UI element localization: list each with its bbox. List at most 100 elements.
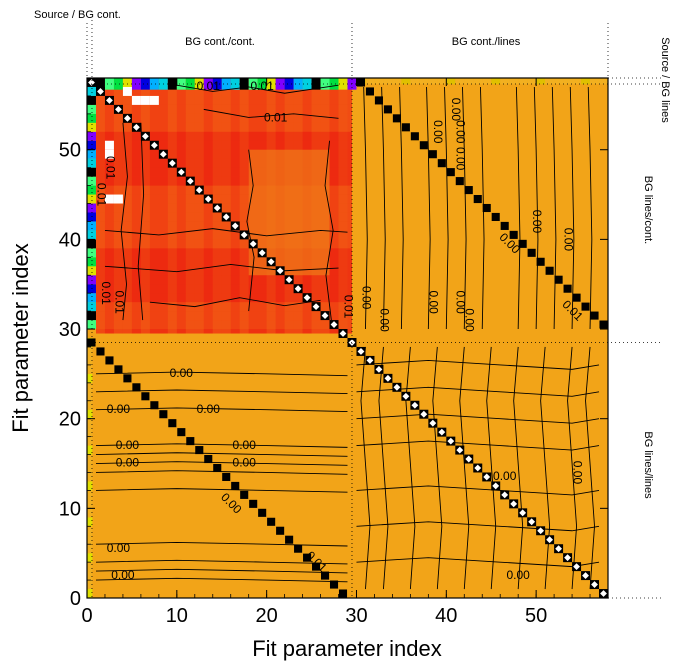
block-row-stripe [95,158,352,168]
x-tick-label: 20 [256,605,278,627]
y-tick-label: 0 [70,588,81,610]
diag-diamond [285,276,293,284]
region-label-bg-lines-lines: BG lines/lines [642,431,654,499]
white-cell [104,149,114,159]
border-cell-top-right [455,78,465,85]
block-row-stripe [95,239,352,249]
contour-label: 0.00 [233,456,257,470]
contour-label: 0.00 [107,402,131,416]
x-tick-label: 10 [166,605,188,627]
border-cell-top-right [599,78,608,85]
contour-v-lower-right [513,346,524,590]
diag-diamond [97,88,104,95]
offdiag-marker-upper-right [518,239,527,248]
diag-diamond [150,141,158,149]
border-cell-left [87,86,96,96]
region-label-bg-cont-cont: BG cont./cont. [185,36,255,48]
border-cell-left [87,122,96,132]
block-stripe [230,78,240,334]
contour-block-vertical-a [246,149,255,312]
offdiag-marker-upper-right [491,212,500,221]
block-stripe [203,78,213,334]
block-row-stripe [95,167,352,177]
border-cell-left-lower [87,472,93,482]
contour-v-lower-right [405,346,416,590]
contour-v-upper-right [381,86,386,330]
offdiag-marker-upper-right [500,221,509,230]
block-row-stripe [95,248,352,258]
border-cell-top [95,78,105,90]
border-cell-left-lower [87,355,93,365]
contour-v-upper-right [587,86,593,330]
border-cell-left-lower [87,364,93,374]
block-row-stripe [95,230,352,240]
offdiag-marker-lower-left [195,446,204,455]
contour-label: 0.00 [506,568,530,582]
offdiag-marker-lower-left [240,490,249,499]
block-row-stripe [95,176,352,186]
border-cell-top-right [473,78,483,85]
block-row-stripe [95,104,352,114]
border-cell-top-right [509,78,519,85]
offdiag-marker-lower-left [249,499,258,508]
offdiag-marker-lower-left [231,481,240,490]
block-row-stripe [95,311,352,321]
contour-label: 0.00 [463,308,477,332]
region-label-bg-lines-cont: BG lines/cont. [642,176,654,244]
contour-label: 0.01 [197,79,221,93]
offdiag-marker-lower-left [276,526,285,535]
diag-diamond [231,222,239,230]
offdiag-marker-lower-left [338,589,348,598]
diag-diamond [141,132,149,140]
border-cell-left-lower [87,463,93,473]
diag-diamond [222,213,230,221]
block-row-stripe [95,275,352,285]
contour-label: 0.00 [570,461,584,485]
contour-h-lower-left [95,559,348,565]
diag-diamond [240,231,248,239]
border-cell-left [87,311,96,321]
offdiag-marker-upper-right [455,177,464,186]
diag-diamond [564,554,571,562]
contour-h-lower-left [95,488,348,493]
diag-diamond [204,195,212,203]
border-cell-left-lower [87,589,93,598]
contour-h-lower-left [95,371,348,377]
border-cell-top-right [446,78,456,85]
x-tick-label: 40 [435,605,457,627]
diag-diamond [582,572,589,579]
diag-diamond [124,114,131,122]
offdiag-marker-upper-right [554,275,563,284]
contour-v-upper-right [462,86,467,330]
contour-h-lower-left [95,470,348,475]
white-cell [113,194,123,204]
contour-v-upper-right [551,86,557,330]
contour-h-lower-right [356,521,600,532]
border-cell-top [167,78,177,90]
block-stripe [338,78,348,334]
contour-block-vertical-d [137,122,145,321]
border-cell-top [176,78,186,90]
plot-frame [86,77,609,599]
border-cell-left [87,185,96,195]
border-cell-top [275,78,285,90]
white-cell [131,95,141,105]
contour-label: 0.00 [197,402,221,416]
contour-h-lower-left [95,407,348,412]
diag-diamond [366,357,374,364]
border-cell-left-lower [87,418,93,428]
border-cell-top-right [527,78,537,85]
block-row-stripe [95,266,352,276]
contour-label: 0.00 [454,290,468,314]
diag-diamond [492,482,500,490]
contour-label: 0.00 [170,366,194,380]
border-cell-left-lower [87,427,93,437]
white-cell [104,194,114,204]
contour-label: 0.01 [341,295,355,319]
offdiag-marker-upper-right [356,78,366,87]
border-cell-left-lower [87,580,93,590]
contour-v-upper-right [533,86,539,330]
diag-diamond [159,150,167,158]
contour-label: 0.00 [116,456,140,470]
border-cell-top-right [428,78,438,85]
